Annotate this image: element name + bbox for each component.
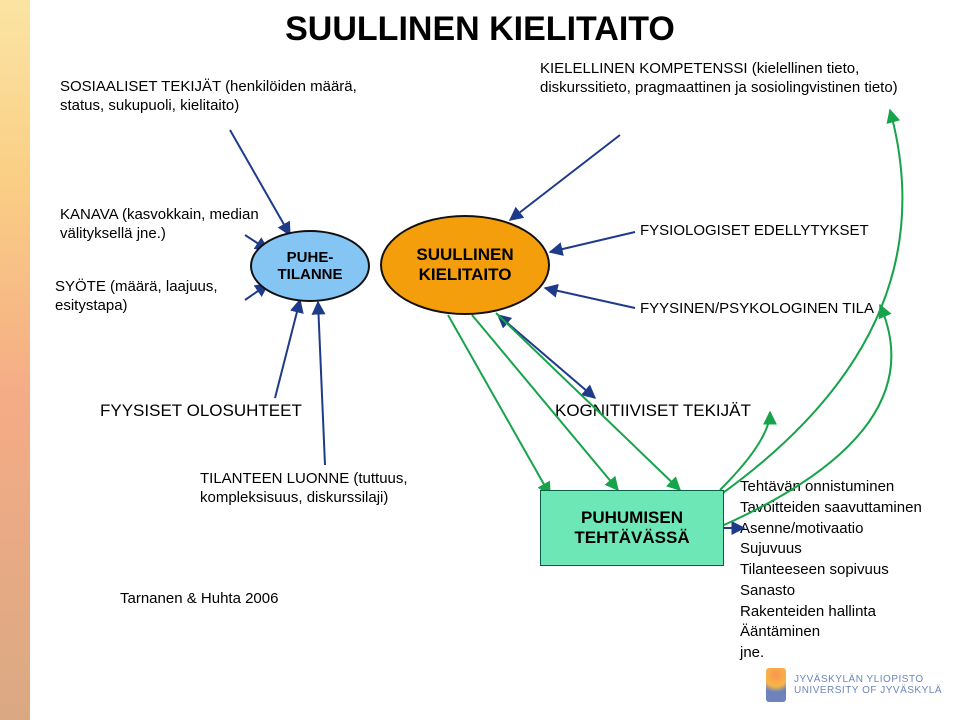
task-effect-item: Tilanteeseen sopivuus [740, 561, 950, 580]
factor-kielellinen: KIELELLINEN KOMPETENSSI (kielellinen tie… [540, 60, 900, 98]
task-effect-item: Tavoitteiden saavuttaminen [740, 499, 950, 518]
factor-tilanteen-luonne: TILANTEEN LUONNE (tuttuus, kompleksisuus… [200, 470, 480, 508]
factor-syote: SYÖTE (määrä, laajuus, esitystapa) [55, 278, 265, 316]
uni-line1: JYVÄSKYLÄN YLIOPISTO [794, 674, 942, 685]
factor-kognitiiviset: KOGNITIIVISET TEKIJÄT [555, 400, 835, 421]
factor-sosiaaliset: SOSIAALISET TEKIJÄT (henkilöiden määrä, … [60, 78, 360, 116]
node-central-label: SUULLINENKIELITAITO [416, 245, 513, 285]
node-task-label: PUHUMISENTEHTÄVÄSSÄ [574, 508, 689, 548]
node-central-suullinen-kielitaito: SUULLINENKIELITAITO [380, 215, 550, 315]
task-effect-item: jne. [740, 644, 950, 663]
task-effect-item: Rakenteiden hallinta [740, 603, 950, 622]
node-puhetilanne: PUHE-TILANNE [250, 230, 370, 302]
factor-kanava: KANAVA (kasvokkain, median välityksellä … [60, 206, 280, 244]
factor-fyysiset-olo: FYYSISET OLOSUHTEET [100, 400, 380, 421]
task-effect-item: Tehtävän onnistuminen [740, 478, 950, 497]
factor-fysiologiset: FYSIOLOGISET EDELLYTYKSET [640, 222, 920, 241]
task-effect-item: Sanasto [740, 582, 950, 601]
decorative-sidebar [0, 0, 30, 720]
node-puhumisen-tehtavassa: PUHUMISENTEHTÄVÄSSÄ [540, 490, 724, 566]
uni-line2: UNIVERSITY OF JYVÄSKYLÄ [794, 685, 942, 696]
task-effect-item: Sujuvuus [740, 540, 950, 559]
task-effects-list: Tehtävän onnistuminen Tavoitteiden saavut… [740, 478, 950, 665]
university-logo: JYVÄSKYLÄN YLIOPISTO UNIVERSITY OF JYVÄS… [766, 668, 942, 702]
page-title: SUULLINEN KIELITAITO [0, 10, 960, 49]
university-name: JYVÄSKYLÄN YLIOPISTO UNIVERSITY OF JYVÄS… [794, 674, 942, 696]
task-effect-item: Asenne/motivaatio [740, 520, 950, 539]
factor-fyysinen-psyk: FYYSINEN/PSYKOLOGINEN TILA [640, 300, 940, 319]
task-effect-item: Ääntäminen [740, 623, 950, 642]
torch-icon [766, 668, 786, 702]
citation: Tarnanen & Huhta 2006 [120, 590, 380, 609]
node-puhe-label: PUHE-TILANNE [278, 249, 343, 283]
